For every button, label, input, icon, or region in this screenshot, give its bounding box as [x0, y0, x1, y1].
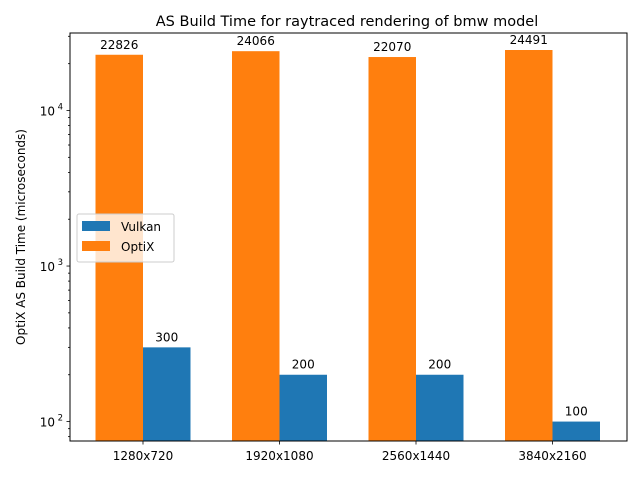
- chart-title: AS Build Time for raytraced rendering of…: [156, 14, 538, 30]
- bar-vulkan-1920x1080: [279, 374, 327, 441]
- y-tick-label: 10 3: [40, 258, 63, 274]
- legend-swatch-optix: [82, 241, 110, 251]
- data-labels-group: 22826 300 24066 200 22070 200 24491 100: [100, 33, 588, 419]
- bar-vulkan-3840x2160: [552, 421, 600, 441]
- legend: Vulkan OptiX: [76, 213, 175, 263]
- data-label-vulkan-2560x1440: 200: [428, 358, 451, 372]
- y-tick-base: 10: [40, 416, 55, 430]
- y-tick-label: 10 4: [40, 103, 63, 119]
- x-tick-label-3840x2160: 3840x2160: [518, 449, 586, 463]
- plot-frame: [69, 32, 628, 442]
- data-label-optix-2560x1440: 22070: [373, 40, 411, 54]
- x-tick-label-1920x1080: 1920x1080: [245, 449, 313, 463]
- bar-optix-3840x2160: [505, 50, 553, 442]
- y-tick-base: 10: [40, 260, 55, 274]
- data-label-vulkan-1280x720: 300: [155, 330, 178, 344]
- data-label-optix-1920x1080: 24066: [237, 34, 275, 48]
- data-label-vulkan-1920x1080: 200: [292, 358, 315, 372]
- bar-optix-1920x1080: [232, 51, 280, 441]
- data-label-optix-3840x2160: 24491: [510, 33, 548, 47]
- y-tick-exponent: 2: [58, 414, 63, 424]
- bar-optix-2560x1440: [368, 57, 416, 442]
- bar-vulkan-1280x720: [143, 347, 191, 441]
- x-tick-label-1280x720: 1280x720: [113, 449, 174, 463]
- x-ticks-group: 1280x720 1920x1080 2560x1440 3840x2160: [113, 441, 587, 463]
- x-tick-label-2560x1440: 2560x1440: [382, 449, 450, 463]
- y-tick-exponent: 3: [58, 258, 63, 268]
- data-label-optix-1280x720: 22826: [100, 38, 138, 52]
- y-tick-base: 10: [40, 105, 55, 119]
- y-tick-exponent: 4: [58, 103, 63, 113]
- bars-group: [95, 50, 600, 442]
- legend-label-vulkan: Vulkan: [121, 220, 161, 234]
- legend-swatch-vulkan: [82, 221, 110, 231]
- data-label-vulkan-3840x2160: 100: [565, 405, 588, 419]
- bar-vulkan-2560x1440: [416, 374, 464, 441]
- y-axis-label: OptiX AS Build Time (microseconds): [14, 129, 28, 345]
- legend-label-optix: OptiX: [121, 240, 154, 254]
- y-tick-label: 10 2: [40, 414, 63, 430]
